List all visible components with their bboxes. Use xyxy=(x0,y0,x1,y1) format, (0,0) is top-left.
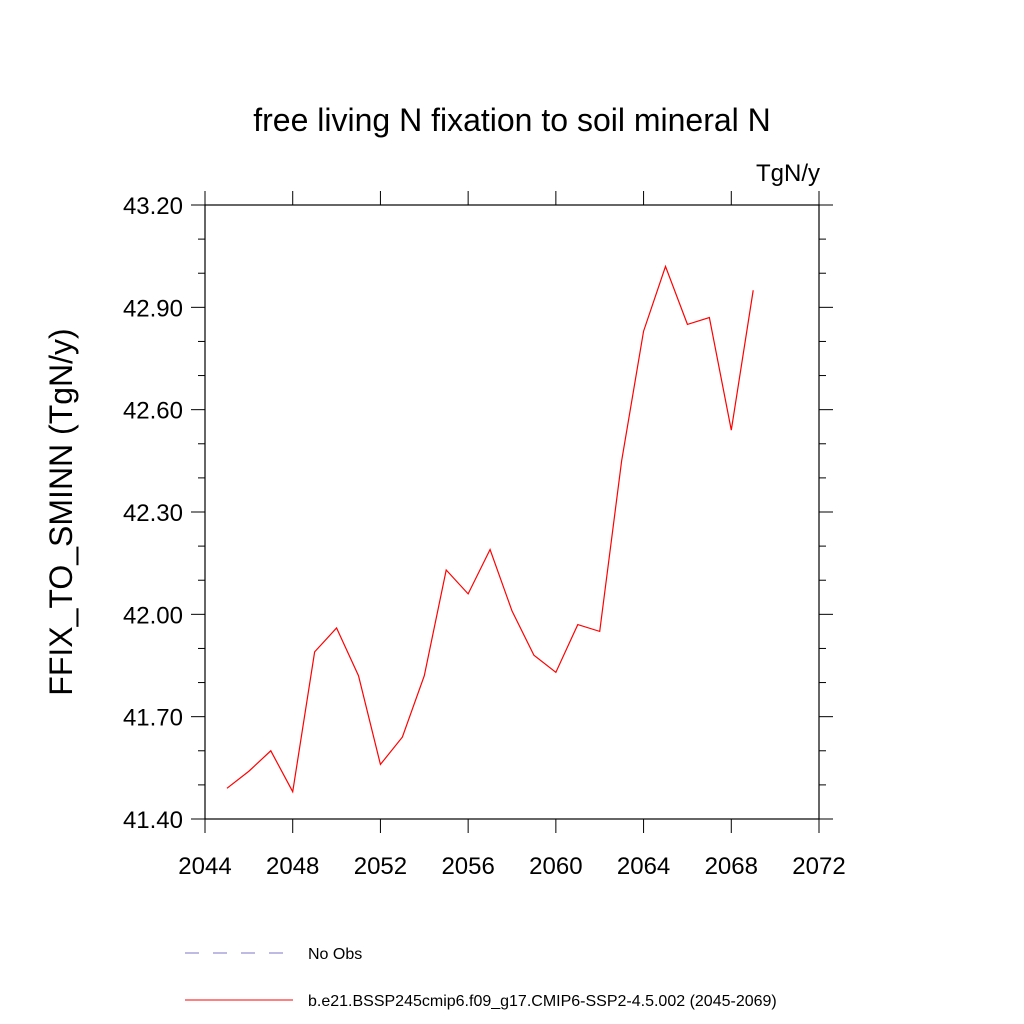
legend: No Obs b.e21.BSSP245cmip6.f09_g17.CMIP6-… xyxy=(185,946,777,1010)
legend-label-model-run: b.e21.BSSP245cmip6.f09_g17.CMIP6-SSP2-4.… xyxy=(308,993,777,1010)
y-tick-label: 41.70 xyxy=(123,705,183,732)
units-label: TgN/y xyxy=(756,160,820,187)
legend-label-no-obs: No Obs xyxy=(308,946,362,963)
y-tick-label: 42.00 xyxy=(123,602,183,629)
x-tick-label: 2060 xyxy=(529,853,582,880)
y-tick-label: 43.20 xyxy=(123,193,183,220)
x-tick-label: 2064 xyxy=(617,853,670,880)
plot-frame xyxy=(204,204,820,820)
x-tick-label: 2056 xyxy=(441,853,494,880)
x-tick-label: 2048 xyxy=(266,853,319,880)
x-tick-label: 2052 xyxy=(354,853,407,880)
x-tick-label: 2072 xyxy=(792,853,845,880)
x-tick-label: 2044 xyxy=(178,853,231,880)
x-axis: 2044 2048 2052 2056 2060 2064 2068 2072 xyxy=(178,191,846,880)
y-tick-label: 42.60 xyxy=(123,398,183,425)
y-tick-label: 42.90 xyxy=(123,295,183,322)
chart-title: free living N fixation to soil mineral N xyxy=(253,102,771,138)
y-tick-label: 41.40 xyxy=(123,807,183,834)
series-lines xyxy=(226,264,754,794)
series-line-1 xyxy=(226,264,754,794)
x-tick-label: 2068 xyxy=(705,853,758,880)
y-axis: 41.40 41.70 42.00 42.30 42.60 42.90 43.20 xyxy=(123,193,833,834)
y-axis-label: FFIX_TO_SMINN (TgN/y) xyxy=(43,328,79,695)
y-tick-label: 42.30 xyxy=(123,500,183,527)
